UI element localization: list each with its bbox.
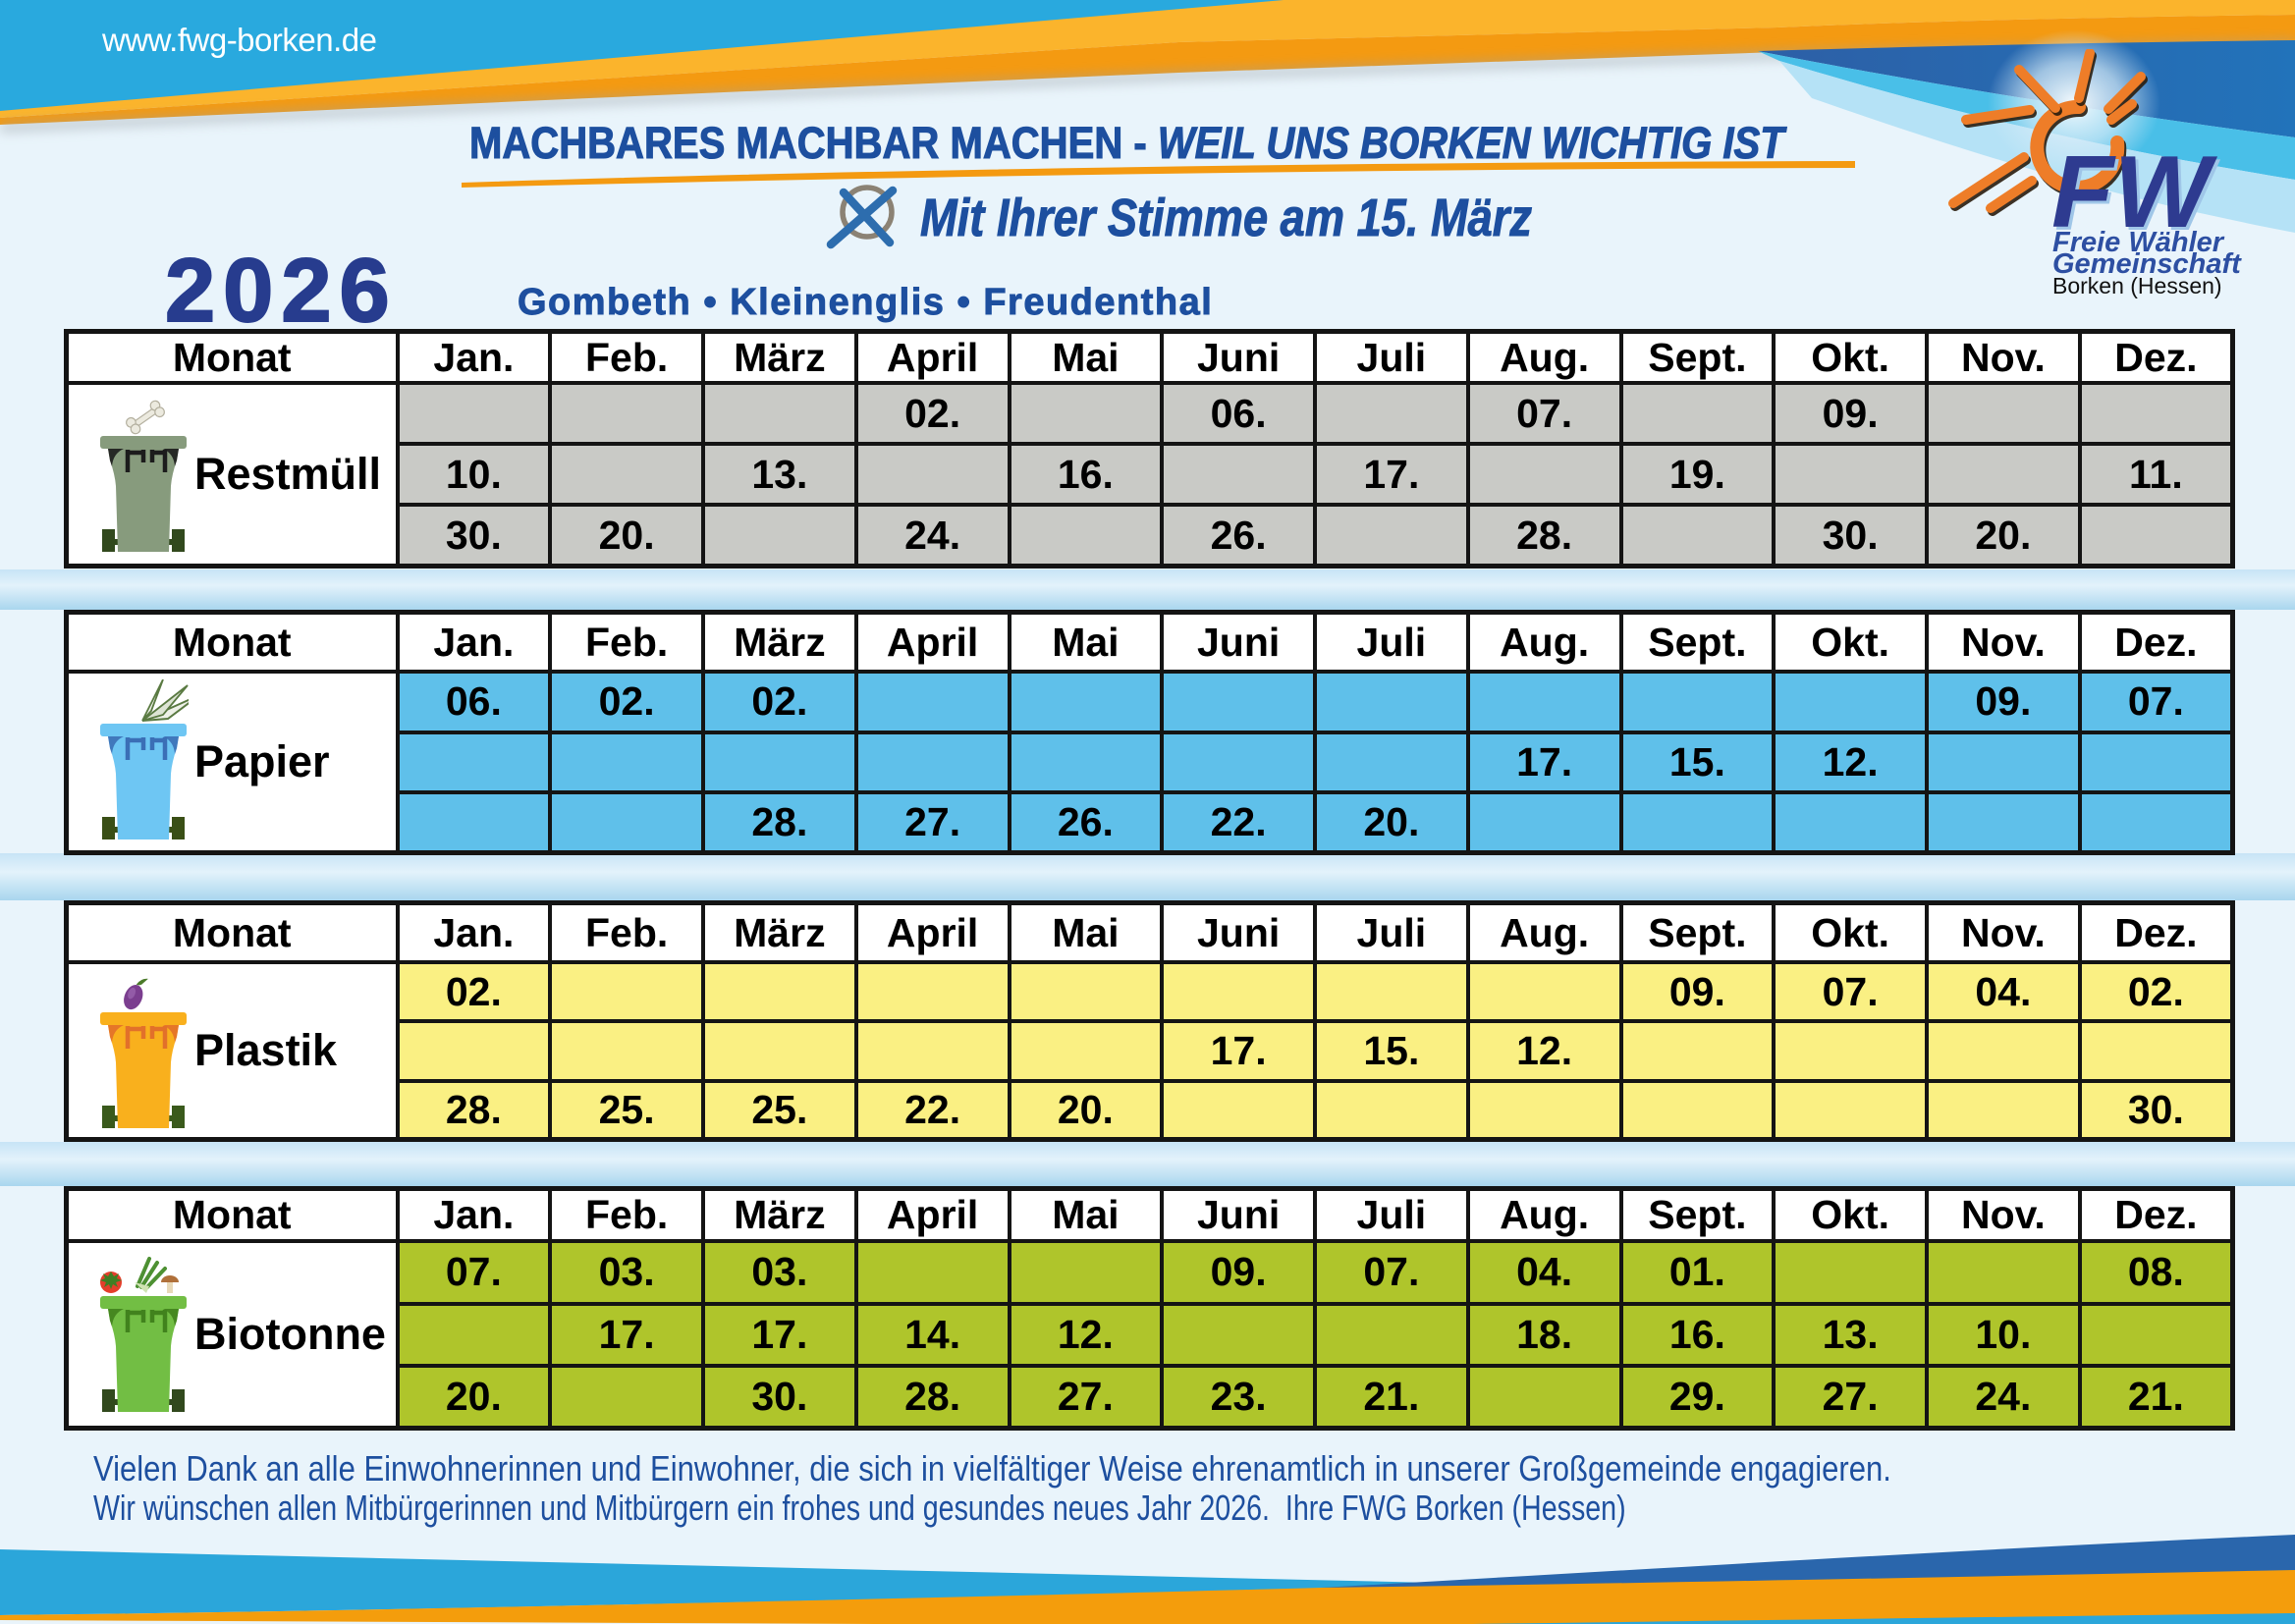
svg-text:Freie Wähler: Freie Wähler bbox=[2052, 227, 2225, 258]
svg-text:Borken (Hessen): Borken (Hessen) bbox=[2052, 273, 2222, 298]
svg-text:FW: FW bbox=[2054, 138, 2221, 252]
svg-text:Gemeinschaft: Gemeinschaft bbox=[2052, 248, 2242, 280]
svg-text:FW: FW bbox=[2051, 135, 2218, 249]
